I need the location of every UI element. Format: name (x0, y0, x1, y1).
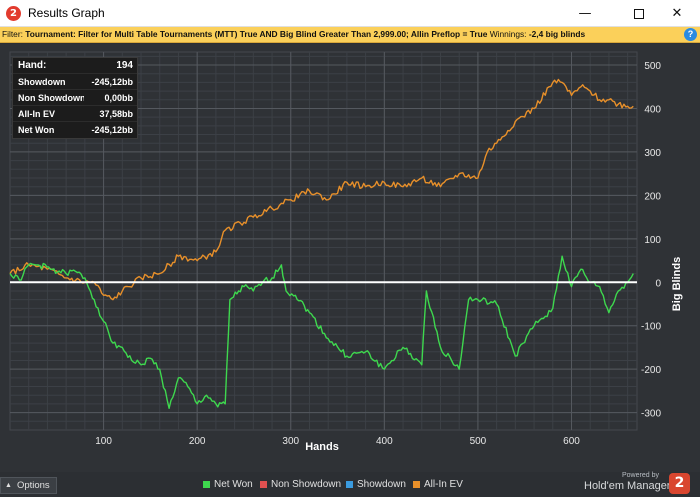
stat-label: Showdown (18, 76, 66, 87)
x-tick-label: 500 (470, 436, 487, 447)
help-icon[interactable]: ? (684, 28, 697, 41)
stats-panel: Hand: 194 Showdown -245,12bb Non Showdow… (12, 57, 138, 139)
x-axis-label: Hands (305, 441, 339, 453)
legend-non-showdown[interactable]: Non Showdown (260, 479, 341, 490)
winnings-value: -2,4 big blinds (528, 29, 586, 39)
stat-label: Hand: (18, 60, 47, 71)
x-tick-label: 200 (189, 436, 206, 447)
series-net-won-line (9, 255, 634, 409)
chart-legend: Net Won Non Showdown Showdown All-In EV (0, 479, 700, 491)
results-chart[interactable]: 100 200 300 400 500 600 500 400 300 200 100 0 -100 -2… (0, 44, 700, 472)
y-tick-label: -200 (641, 365, 661, 376)
legend-swatch (413, 481, 420, 488)
filter-text: Tournament: Filter for Multi Table Tourn… (25, 29, 488, 39)
chart-grid (9, 51, 638, 431)
x-tick-label: 300 (282, 436, 299, 447)
bottom-bar: ▲ Options Net Won Non Showdown Showdown … (0, 472, 700, 497)
y-tick-label: -300 (641, 409, 661, 420)
legend-swatch (260, 481, 267, 488)
winnings-label: Winnings: (489, 29, 527, 39)
close-button[interactable]: ✕ (671, 6, 683, 21)
stat-value: -245,12bb (91, 76, 133, 87)
legend-label: Showdown (357, 479, 406, 490)
legend-label: Net Won (214, 479, 253, 490)
y-tick-label: 300 (644, 148, 661, 159)
legend-allin-ev[interactable]: All-In EV (413, 479, 463, 490)
filter-bar[interactable]: Filter: Tournament: Filter for Multi Tab… (0, 27, 700, 43)
stat-row-showdown: Showdown -245,12bb (13, 74, 137, 90)
legend-label: All-In EV (424, 479, 463, 490)
legend-swatch (346, 481, 353, 488)
options-button[interactable]: ▲ Options (0, 477, 57, 494)
options-label: Options (16, 480, 50, 491)
x-tick-label: 600 (563, 436, 580, 447)
legend-label: Non Showdown (271, 479, 342, 490)
y-tick-label: -100 (641, 322, 661, 333)
stat-label: All-In EV (18, 108, 56, 119)
y-tick-label: 200 (644, 191, 661, 202)
chart-ticks: 100 200 300 400 500 600 500 400 300 200 100 0 -100 -2… (95, 61, 661, 447)
legend-net-won[interactable]: Net Won (203, 479, 253, 490)
legend-swatch (203, 481, 210, 488)
results-chart-svg: 100 200 300 400 500 600 500 400 300 200 100 0 -100 -2… (9, 51, 683, 453)
stat-label: Net Won (18, 125, 55, 135)
stat-label: Non Showdown (18, 92, 84, 103)
stat-value: 37,58bb (99, 108, 133, 119)
y-tick-label: 0 (655, 278, 661, 289)
window-titlebar: 2 Results Graph — ✕ (0, 0, 700, 27)
maximize-icon (634, 8, 644, 19)
powered-by-text: Powered by (622, 472, 659, 479)
stat-row-non-showdown: Non Showdown 0,00bb (13, 90, 137, 106)
brand-name: Hold'em Manager (584, 480, 671, 492)
stat-row-allin-ev: All-In EV 37,58bb (13, 106, 137, 122)
series-allin-ev-line (9, 78, 634, 301)
maximize-button[interactable] (616, 0, 662, 27)
minimize-button[interactable]: — (578, 6, 592, 21)
app-logo-icon: 2 (6, 6, 21, 21)
stat-row-hand: Hand: 194 (13, 58, 137, 74)
y-tick-label: 500 (644, 61, 661, 72)
window-title: Results Graph (28, 6, 105, 20)
y-tick-label: 400 (644, 104, 661, 115)
y-tick-label: 100 (644, 235, 661, 246)
stat-value: 0,00bb (104, 92, 133, 103)
stat-value: 194 (116, 60, 133, 71)
stat-value: -245,12bb (91, 125, 133, 135)
x-tick-label: 400 (376, 436, 393, 447)
legend-showdown[interactable]: Showdown (346, 479, 406, 490)
plot-border (9, 51, 638, 431)
triangle-up-icon: ▲ (5, 482, 12, 489)
x-tick-label: 100 (95, 436, 112, 447)
y-axis-label: Big Blinds (671, 257, 683, 311)
brand-logo-icon: 2 (669, 473, 690, 494)
filter-prefix: Filter: (2, 29, 23, 39)
stat-row-net-won: Net Won -245,12bb (13, 122, 137, 138)
